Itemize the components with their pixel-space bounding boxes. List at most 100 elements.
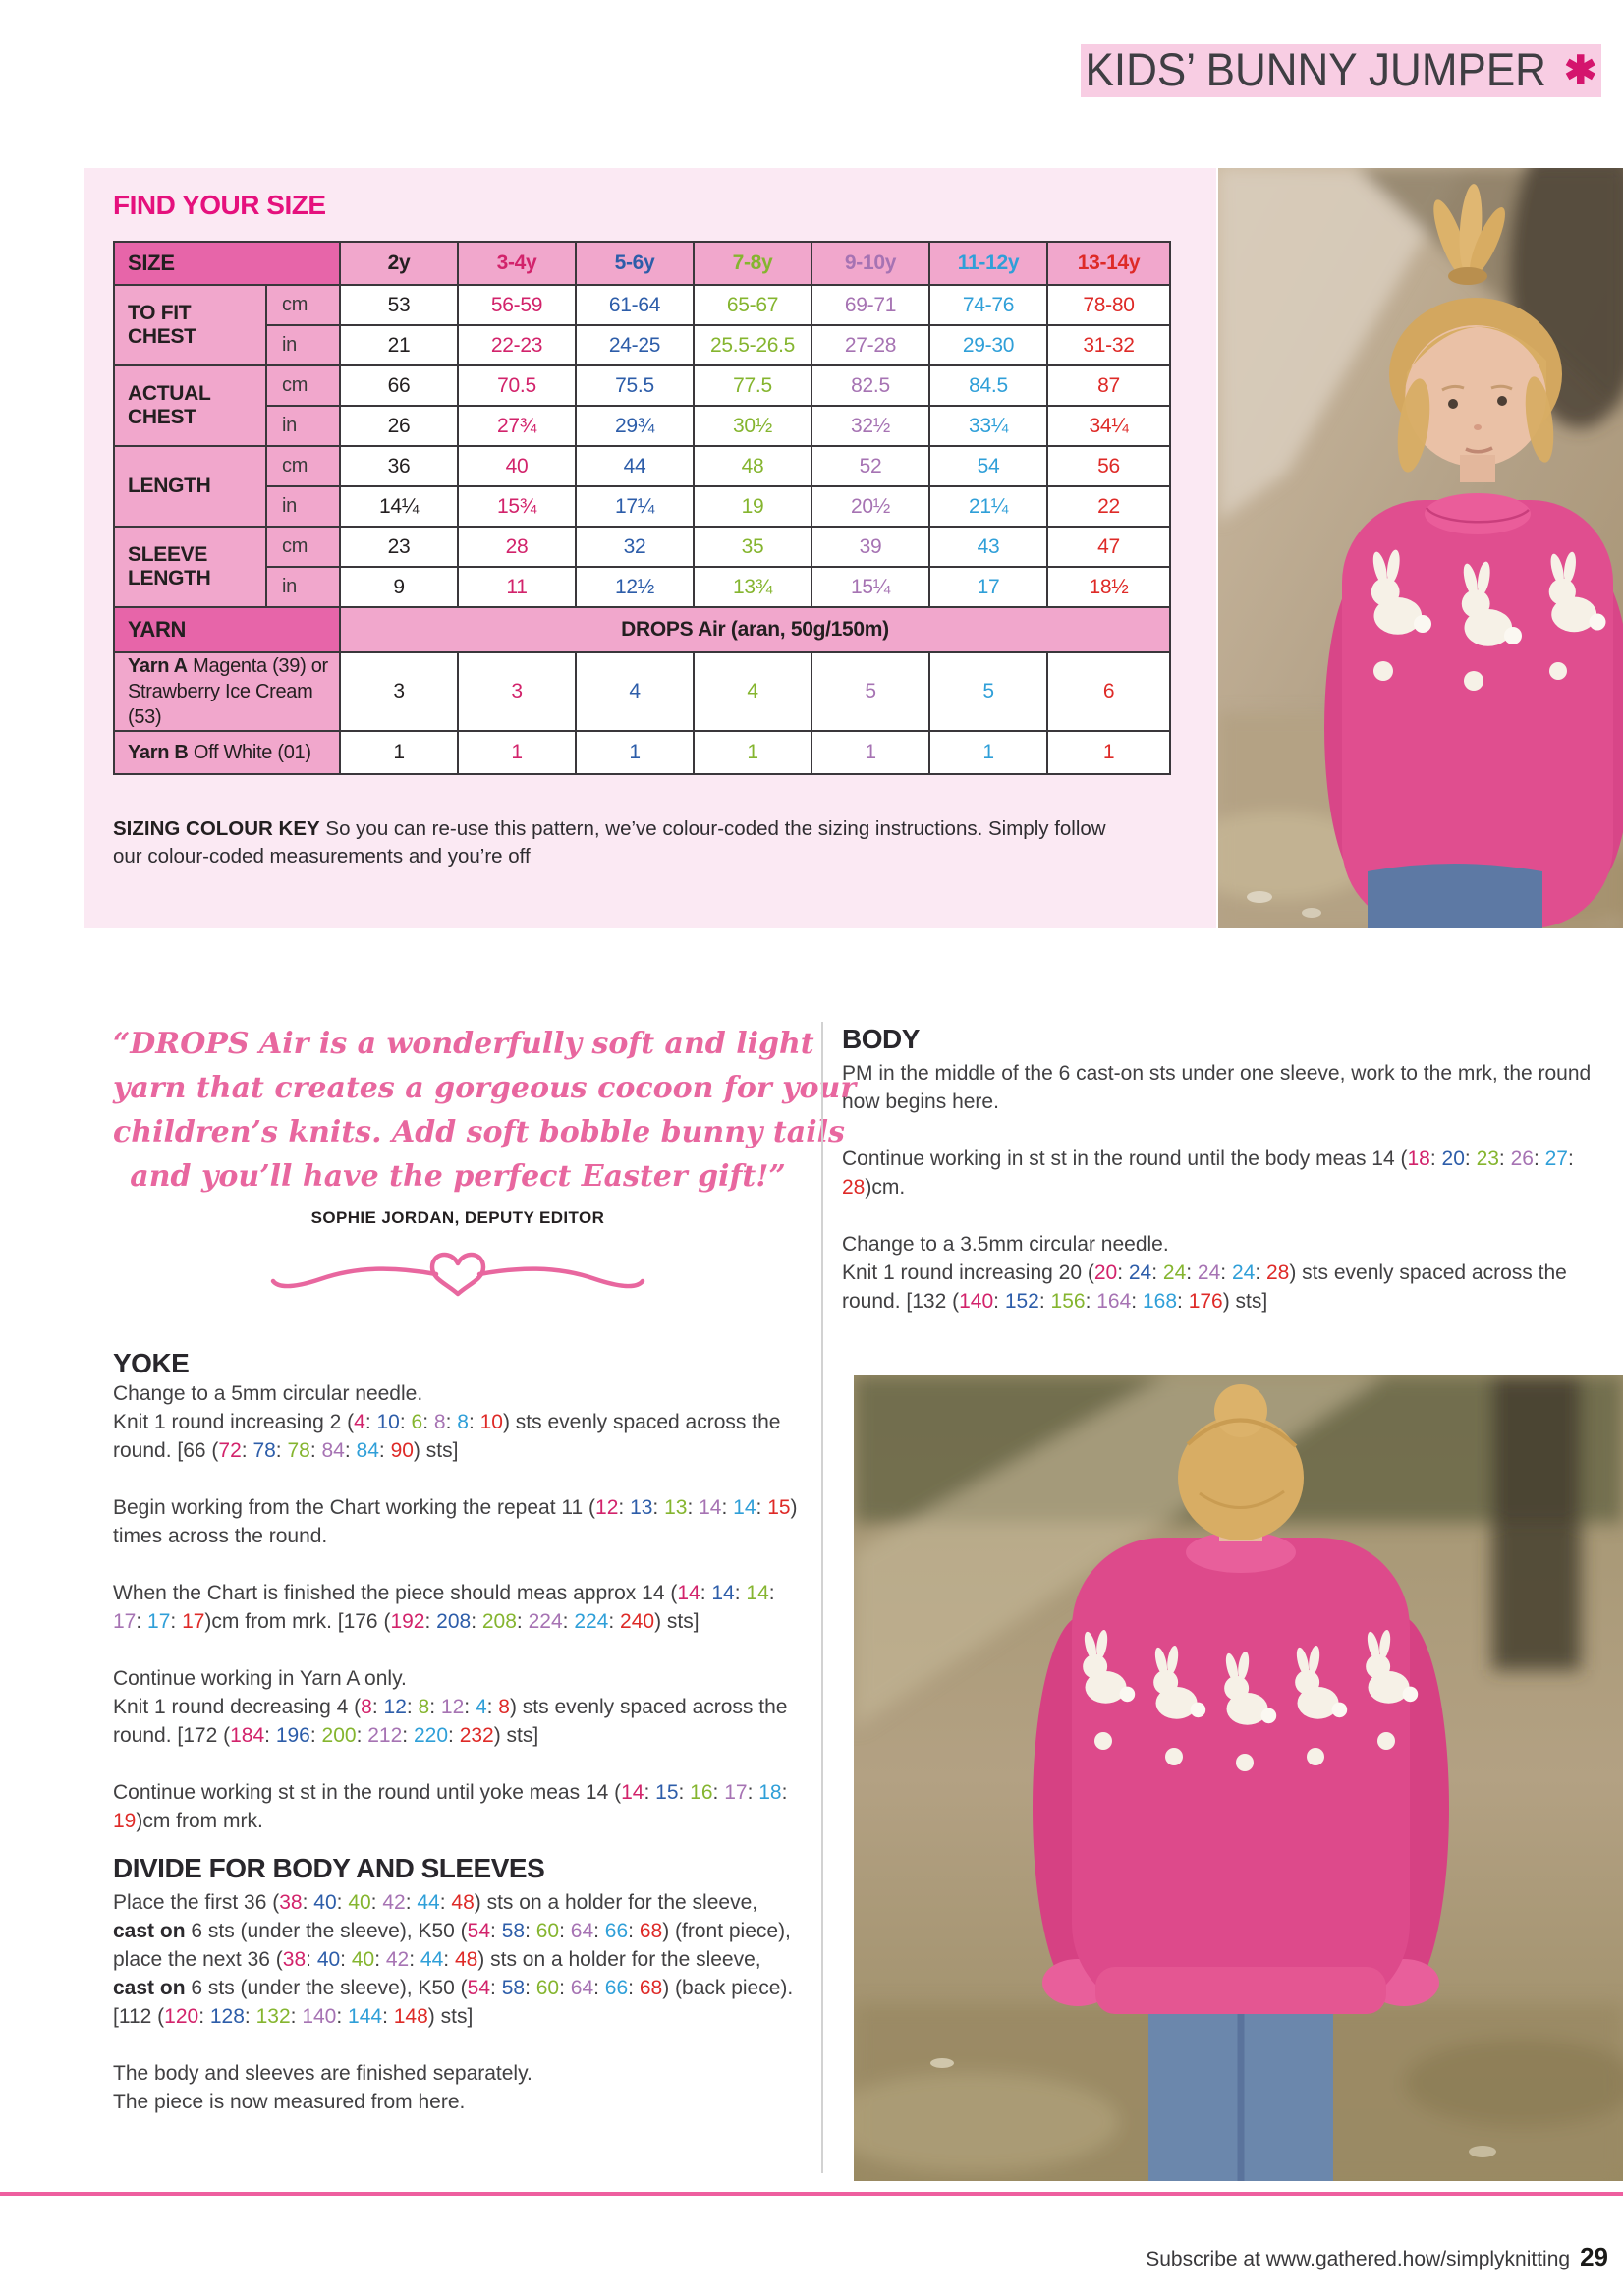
size-cell: 65-67 xyxy=(693,284,813,326)
table-row: SLEEVE LENGTH cm 23 28 32 35 39 43 47 xyxy=(113,526,1172,608)
size-cell: 44 xyxy=(575,445,696,487)
size-cell: 3 xyxy=(457,651,578,732)
divide-heading: DIVIDE FOR BODY AND SLEEVES xyxy=(113,1853,545,1883)
table-row: in 9 11 12½ 13¾ 15¼ 17 18½ xyxy=(114,566,1172,608)
size-cell: 66 xyxy=(339,364,460,407)
find-your-size-heading: FIND YOUR SIZE xyxy=(113,190,326,220)
size-cell: 33¼ xyxy=(928,405,1049,447)
size-cell: 19 xyxy=(693,485,813,528)
quote-line: children’s knits. Add soft bobble bunny … xyxy=(113,1115,845,1149)
instruction-paragraph: Continue working in st st in the round u… xyxy=(842,1148,1574,1199)
size-cell: 36 xyxy=(339,445,460,487)
size-cell: 48 xyxy=(693,445,813,487)
size-cell: 4 xyxy=(693,651,813,732)
instruction-paragraph: Continue working in Yarn A only. xyxy=(113,1667,407,1690)
size-cell: 52 xyxy=(811,445,931,487)
size-column-header: 5-6y xyxy=(575,241,696,286)
size-cell: 26 xyxy=(339,405,460,447)
quote-line: “DROPS Air is a wonderfully soft and lig… xyxy=(113,1027,814,1061)
size-column-header: 11-12y xyxy=(928,241,1049,286)
size-column-header: 9-10y xyxy=(811,241,931,286)
instruction-paragraph: The body and sleeves are finished separa… xyxy=(113,2062,532,2085)
yarn-header-row: YARN DROPS Air (aran, 50g/150m) xyxy=(112,606,1172,653)
quote-attribution: SOPHIE JORDAN, DEPUTY EDITOR xyxy=(310,1208,605,1227)
table-row: ACTUAL CHEST cm 66 70.5 75.5 77.5 82.5 8… xyxy=(113,364,1172,447)
table-row: in 26 27¾ 29¾ 30½ 32½ 33¼ 34¼ xyxy=(114,405,1172,447)
size-cell: 75.5 xyxy=(575,364,696,407)
instruction-paragraph: Change to a 3.5mm circular needle. xyxy=(842,1233,1169,1256)
flower-icon: ✱ xyxy=(1563,49,1597,92)
heart-flourish-icon xyxy=(270,1252,645,1297)
size-cell: 32½ xyxy=(811,405,931,447)
instruction-paragraph: Place the first 36 (38: 40: 40: 42: 44: … xyxy=(113,1891,794,2028)
size-cell: 78-80 xyxy=(1046,284,1172,326)
size-cell: 56 xyxy=(1046,445,1172,487)
size-cell: 9 xyxy=(339,566,460,608)
size-cell: 1 xyxy=(457,730,578,775)
unit-cell: in xyxy=(264,405,342,447)
size-cell: 3 xyxy=(339,651,460,732)
quote-line: and you’ll have the perfect Easter gift!… xyxy=(130,1159,786,1194)
photo-child-back xyxy=(854,1375,1623,2181)
footer-subscribe-text: Subscribe at www.gathered.how/simplyknit… xyxy=(1146,2248,1571,2270)
size-cell: 29¾ xyxy=(575,405,696,447)
size-cell: 21¼ xyxy=(928,485,1049,528)
size-cell: 18½ xyxy=(1046,566,1172,608)
instruction-paragraph: PM in the middle of the 6 cast-on sts un… xyxy=(842,1062,1592,1113)
instruction-paragraph: Knit 1 round increasing 2 (4: 10: 6: 8: … xyxy=(113,1411,781,1462)
yarn-label-cell: YARN xyxy=(112,606,342,653)
size-cell: 15¼ xyxy=(811,566,931,608)
size-cell: 82.5 xyxy=(811,364,931,407)
photo-child-front xyxy=(1218,168,1623,928)
instruction-paragraph: Change to a 5mm circular needle. xyxy=(113,1382,423,1405)
instruction-paragraph: Knit 1 round increasing 20 (20: 24: 24: … xyxy=(842,1261,1567,1313)
size-cell: 1 xyxy=(693,730,813,775)
row-group-label: SLEEVE LENGTH xyxy=(113,526,267,608)
table-row: in 21 22-23 24-25 25.5-26.5 27-28 29-30 … xyxy=(114,324,1172,366)
unit-cell: in xyxy=(264,485,342,528)
size-cell: 1 xyxy=(811,730,931,775)
size-cell: 39 xyxy=(811,526,931,568)
size-cell: 77.5 xyxy=(693,364,813,407)
size-cell: 61-64 xyxy=(575,284,696,326)
size-cell: 5 xyxy=(811,651,931,732)
size-cell: 70.5 xyxy=(457,364,578,407)
size-cell: 17 xyxy=(928,566,1049,608)
size-cell: 5 xyxy=(928,651,1049,732)
size-cell: 87 xyxy=(1046,364,1172,407)
yarn-a-row: Yarn A Magenta (39) or Strawberry Ice Cr… xyxy=(112,651,1172,732)
size-cell: 15¾ xyxy=(457,485,578,528)
editor-quote: “DROPS Air is a wonderfully soft and lig… xyxy=(113,1022,856,1199)
right-column: BODY PM in the middle of the 6 cast-on s… xyxy=(842,1022,1608,1316)
left-column: “DROPS Air is a wonderfully soft and lig… xyxy=(113,1022,856,2116)
instruction-paragraph: Begin working from the Chart working the… xyxy=(113,1496,798,1547)
size-cell: 25.5-26.5 xyxy=(693,324,813,366)
yoke-heading: YOKE xyxy=(113,1348,190,1378)
yarn-b-row: Yarn B Off White (01) 1 1 1 1 1 1 1 xyxy=(112,730,1172,775)
size-cell: 53 xyxy=(339,284,460,326)
footer: Subscribe at www.gathered.how/simplyknit… xyxy=(1146,2242,1608,2272)
size-cell: 35 xyxy=(693,526,813,568)
table-row: TO FIT CHEST cm 53 56-59 61-64 65-67 69-… xyxy=(113,284,1172,366)
size-cell: 12½ xyxy=(575,566,696,608)
size-cell: 24-25 xyxy=(575,324,696,366)
size-cell: 30½ xyxy=(693,405,813,447)
footer-page-number: 29 xyxy=(1580,2242,1608,2271)
column-divider xyxy=(821,1022,823,2173)
table-header-row: SIZE 2y 3-4y 5-6y 7-8y 9-10y 11-12y 13-1… xyxy=(112,241,1172,286)
size-cell: 22 xyxy=(1046,485,1172,528)
footer-rule xyxy=(0,2192,1623,2196)
size-column-header: 2y xyxy=(339,241,460,286)
row-group-label: TO FIT CHEST xyxy=(113,284,267,366)
size-cell: 6 xyxy=(1046,651,1172,732)
yarn-b-desc: Off White (01) xyxy=(188,742,311,763)
yarn-a-label: Yarn A Magenta (39) or Strawberry Ice Cr… xyxy=(112,651,342,732)
size-cell: 29-30 xyxy=(928,324,1049,366)
size-cell: 13¾ xyxy=(693,566,813,608)
page-title: KIDS’ BUNNY JUMPER xyxy=(1085,44,1546,96)
yarn-b-name: Yarn B xyxy=(128,742,189,763)
size-cell: 20½ xyxy=(811,485,931,528)
size-cell: 31-32 xyxy=(1046,324,1172,366)
size-cell: 27-28 xyxy=(811,324,931,366)
